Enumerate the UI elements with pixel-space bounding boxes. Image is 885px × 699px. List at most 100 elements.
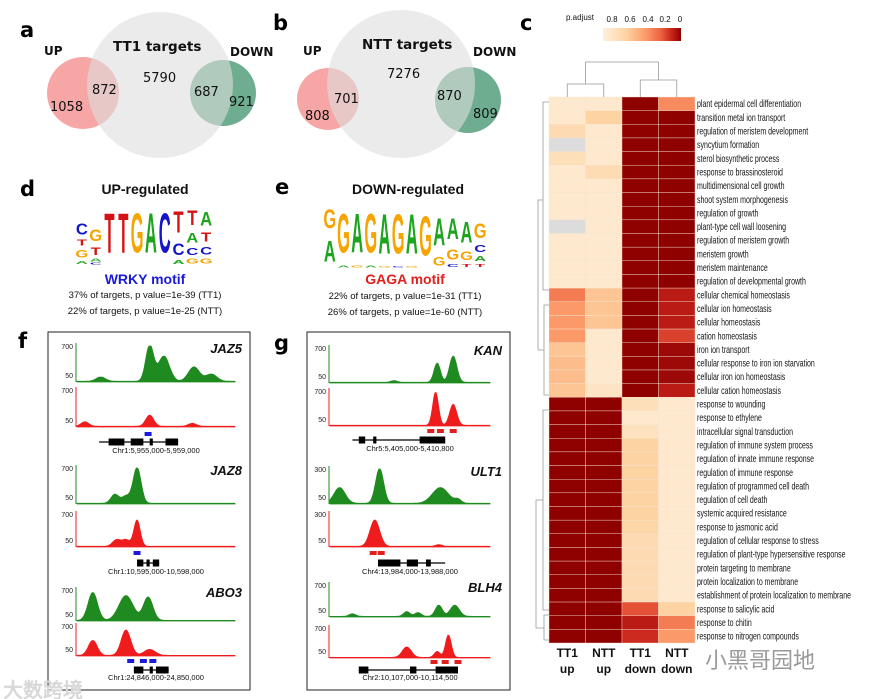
genomic-coordinate: Chr4:13,984,000-13,988,000 bbox=[362, 567, 458, 576]
heatmap-cell bbox=[585, 451, 623, 466]
heatmap-cell bbox=[585, 151, 623, 166]
heatmap-cell bbox=[621, 137, 659, 152]
heatmap-cell bbox=[585, 342, 623, 357]
heatmap-cell bbox=[585, 110, 623, 125]
heatmap-cell bbox=[548, 519, 586, 535]
venn-panel-b: b UP NTT targets DOWN 7276 701 808 870 8… bbox=[273, 10, 516, 158]
heatmap-cell bbox=[658, 479, 696, 494]
logo-letter: G bbox=[131, 202, 144, 264]
axis-min-label: 50 bbox=[65, 418, 73, 425]
heatmap-row-label: shoot system morphogenesis bbox=[697, 193, 788, 205]
axis-max-label: 700 bbox=[314, 626, 326, 633]
heatmap-cell bbox=[548, 424, 586, 439]
heatmap-cell bbox=[621, 315, 659, 330]
column-label-line2: up bbox=[560, 662, 575, 676]
heatmap-cell bbox=[621, 533, 659, 548]
gene-track-jaz8: JAZ8 700 50 700 50 Chr1:10,595,000-10,598,000 bbox=[61, 463, 242, 576]
binding-site-mark bbox=[139, 659, 147, 663]
heatmap-cell bbox=[621, 328, 659, 343]
motif-stat-ntt: 26% of targets, p value=1e-60 (NTT) bbox=[328, 307, 482, 318]
heatmap-cell bbox=[658, 369, 696, 384]
heatmap-cell bbox=[548, 260, 586, 275]
gene-model-exon bbox=[146, 559, 150, 567]
logo-letter: G bbox=[186, 257, 199, 265]
heatmap-cell bbox=[658, 287, 696, 302]
row-dendrogram-branch bbox=[542, 101, 549, 291]
gene-model-exon bbox=[373, 436, 377, 444]
heatmap-cell bbox=[585, 506, 623, 521]
logo-letter: A bbox=[76, 260, 88, 265]
heatmap-cell bbox=[658, 205, 696, 221]
green-signal-track bbox=[76, 592, 236, 622]
heatmap-row-label: cellular cation homeostasis bbox=[697, 385, 781, 397]
gene-model-exon bbox=[426, 559, 431, 567]
logo-letter: T bbox=[173, 206, 183, 240]
heatmap-row-label: regulation of cell death bbox=[697, 494, 768, 506]
green-signal-track bbox=[329, 604, 491, 618]
heatmap-cell bbox=[621, 342, 659, 357]
legend-tick: 0.6 bbox=[624, 15, 636, 24]
logo-letter: G bbox=[351, 265, 364, 269]
legend-ticks: 0.8 0.6 0.4 0.2 0 bbox=[606, 15, 682, 24]
green-signal-track bbox=[76, 345, 236, 383]
column-dendrogram-branch bbox=[566, 83, 605, 97]
red-signal-track bbox=[76, 414, 236, 428]
motif-name: WRKY motif bbox=[105, 271, 186, 287]
heatmap-row-label: multidimensional cell growth bbox=[697, 180, 785, 192]
heatmap-cell bbox=[585, 205, 623, 221]
red-signal-track bbox=[76, 629, 236, 657]
heatmap-cell bbox=[658, 246, 696, 261]
heatmap-row-label: response to nitrogen compounds bbox=[697, 630, 799, 642]
row-dendrogram-branch bbox=[535, 499, 544, 629]
logo-letter: A bbox=[172, 259, 184, 265]
panel-letter-e: e bbox=[275, 175, 289, 199]
gene-track-kan: KAN 700 50 700 50 Chr5:5,405,000-5,410,800 bbox=[314, 343, 502, 453]
logo-letter: T bbox=[461, 263, 472, 268]
heatmap-cell bbox=[548, 219, 586, 234]
column-label-line2: up bbox=[596, 662, 611, 676]
logo-letter: G bbox=[419, 204, 432, 268]
heatmap-cell bbox=[548, 151, 586, 166]
heatmap-row-label: meristem maintenance bbox=[697, 262, 768, 274]
heatmap-cell bbox=[658, 492, 696, 507]
gene-track-ult1: ULT1 300 50 300 50 Chr4:13,984,000-13,988,000 bbox=[314, 464, 502, 576]
logo-letter: G bbox=[200, 257, 213, 265]
heatmap-cell bbox=[585, 246, 623, 261]
gene-track-blh4: BLH4 700 50 700 50 Chr2:10,107,000-10,114,500 bbox=[314, 580, 502, 682]
heatmap-cell bbox=[548, 615, 586, 630]
gene-model-exon bbox=[108, 438, 125, 446]
legend-tick: 0.2 bbox=[659, 15, 671, 24]
logo-letter: C bbox=[186, 246, 198, 257]
heatmap-cell bbox=[621, 96, 659, 111]
heatmap-cell bbox=[621, 424, 659, 439]
logo-letter: A bbox=[145, 202, 157, 264]
axis-max-label: 700 bbox=[61, 588, 73, 595]
gene-name: BLH4 bbox=[468, 580, 503, 595]
binding-site-mark bbox=[144, 432, 152, 436]
heatmap-row-label: response to salicylic acid bbox=[697, 603, 775, 615]
heatmap-cell bbox=[548, 410, 586, 425]
heatmap-cell bbox=[621, 588, 659, 603]
heatmap-cell bbox=[585, 96, 623, 111]
heatmap-cell bbox=[658, 588, 696, 603]
heatmap-cell bbox=[585, 192, 623, 207]
gene-track-jaz5: JAZ5 700 50 700 50 Chr1:5,955,000-5,959,000 bbox=[61, 341, 242, 455]
heatmap-cell bbox=[585, 260, 623, 275]
row-dendrogram-branch bbox=[537, 199, 544, 351]
heatmap-row-label: regulation of plant-type hypersensitive … bbox=[697, 548, 846, 560]
legend-tick: 0.4 bbox=[642, 15, 654, 24]
genomic-coordinate: Chr2:10,107,000-10,114,500 bbox=[362, 673, 457, 682]
logo-letter: G bbox=[433, 255, 446, 268]
axis-max-label: 300 bbox=[314, 512, 326, 519]
gene-track-abo3: ABO3 700 50 700 50 Chr1:24,846,000-24,850,000 bbox=[61, 585, 242, 682]
row-dendrogram-branch bbox=[543, 614, 549, 641]
column-dendrogram-branch bbox=[639, 79, 678, 97]
venn-down-label: DOWN bbox=[230, 45, 273, 59]
logo-letter: A bbox=[447, 213, 459, 246]
gene-model-exon bbox=[152, 559, 160, 567]
heatmap-row-label: regulation of meristem growth bbox=[697, 234, 789, 246]
